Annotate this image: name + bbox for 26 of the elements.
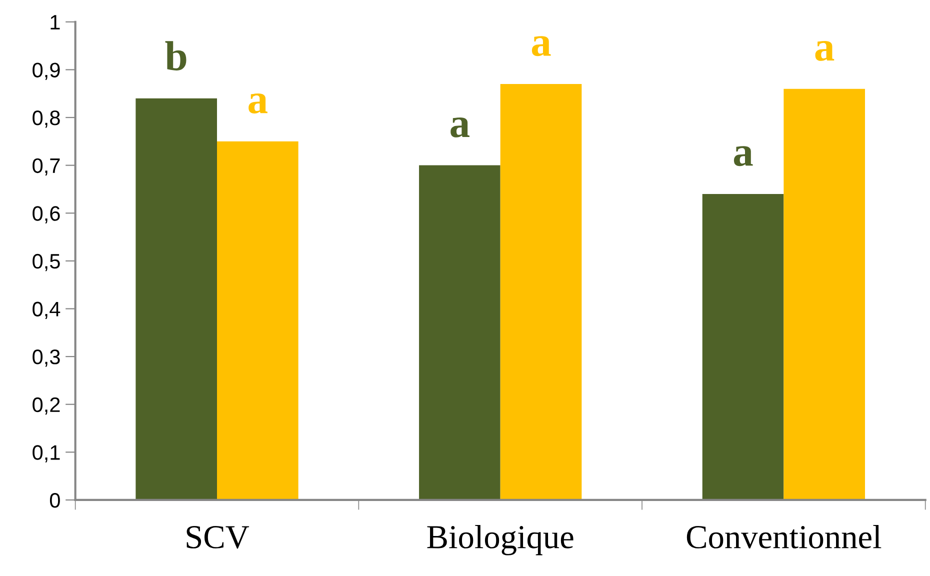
y-tick-label: 0,1	[32, 445, 60, 462]
annotation: a	[532, 36, 551, 56]
y-tick-label: 0,5	[32, 254, 60, 272]
annotation: b	[165, 41, 186, 70]
y-tick-label: 0	[50, 492, 60, 508]
y-tick-label: 0,9	[32, 62, 60, 80]
bar	[419, 165, 500, 500]
bar	[217, 141, 298, 500]
annotation: a	[734, 146, 753, 166]
x-tick-label: Conventionnel	[686, 524, 882, 548]
annotation: a	[248, 94, 268, 114]
annotation: a	[450, 117, 470, 138]
annotation: a	[815, 40, 834, 61]
y-tick-label: 0,2	[32, 397, 60, 415]
y-tick-label: 0,3	[32, 350, 60, 367]
y-tick-label: 0,8	[32, 110, 60, 128]
bar	[500, 84, 582, 500]
x-tick-label: Biologique	[427, 524, 574, 556]
y-tick-label: 0,4	[32, 302, 60, 319]
bar	[784, 88, 865, 500]
bar	[702, 194, 784, 500]
y-tick-label: 1	[50, 15, 60, 30]
y-tick-label: 0,7	[32, 158, 60, 176]
x-tick-label: SCV	[186, 526, 250, 549]
y-tick-label: 0,6	[32, 206, 60, 224]
bar	[136, 98, 217, 500]
